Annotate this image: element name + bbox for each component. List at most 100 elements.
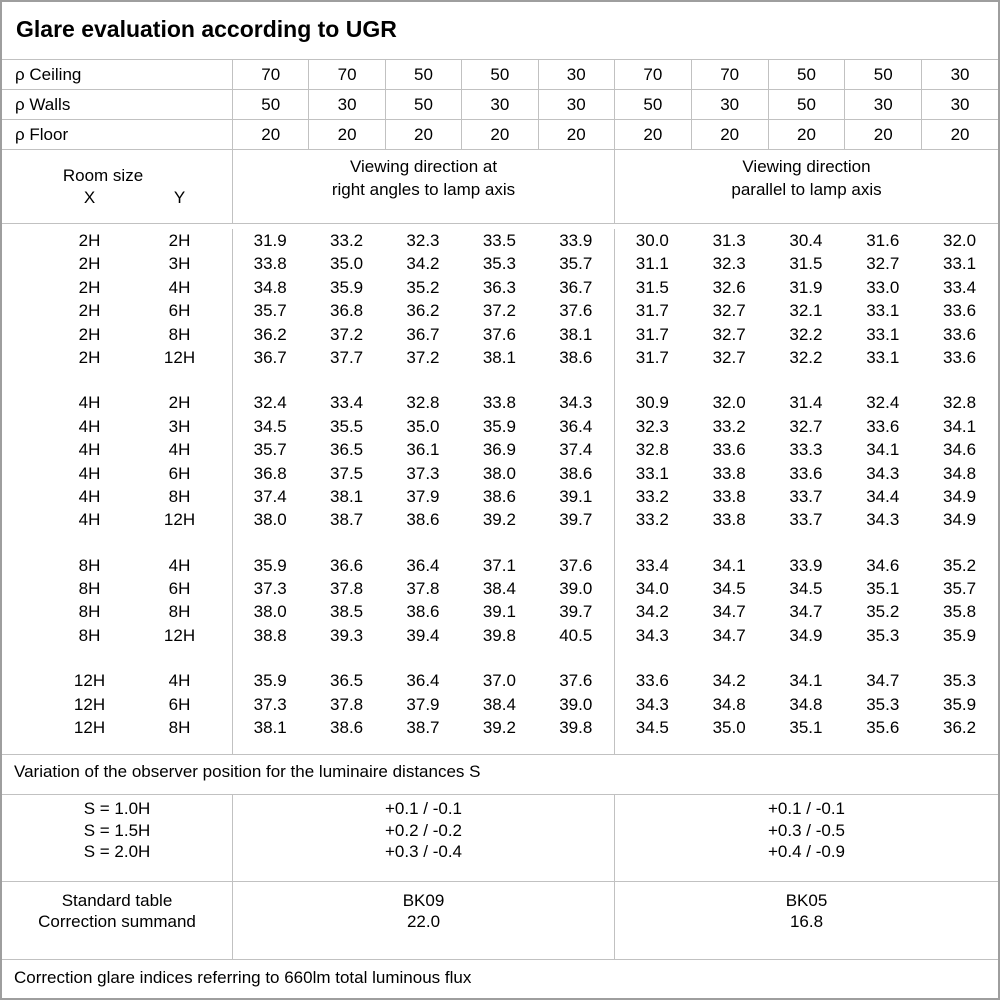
ugr-value-parallel-cell: 32.3 [712, 254, 746, 274]
room-y-cell: 3H [168, 416, 191, 436]
room-x-cell: 2H [78, 231, 101, 250]
footer-note: Correction glare indices referring to 66… [14, 968, 472, 987]
room-y-cell: 12H [163, 510, 196, 530]
ugr-table-row: 4H 4H 35.7 36.5 36.1 36.9 37.4 32.8 33.6 33.3 34.1… [2, 438, 998, 461]
spacer [207, 600, 232, 623]
ugr-value-right-angles-cell: 37.1 [482, 555, 516, 575]
ugr-value-right-angles-cell: 40.5 [559, 625, 593, 645]
ugr-value-right-angles-cell: 34.8 [253, 277, 287, 297]
spacing-labels: S = 1.0H S = 1.5H S = 2.0H [2, 795, 232, 881]
ugr-value-parallel-cell: 33.9 [789, 555, 823, 575]
reflectance-value-cell: 20 [767, 120, 845, 149]
ugr-value-right-angles-cell: 39.7 [559, 602, 593, 622]
spacer [207, 624, 232, 647]
ugr-value-parallel-cell: 31.1 [635, 254, 669, 274]
spacer [207, 252, 232, 275]
reflectance-value-cell: 30 [537, 60, 614, 89]
viewing-right-angles-line2: right angles to lamp axis [331, 180, 516, 199]
ugr-value-parallel-cell: 31.9 [789, 277, 823, 297]
ugr-value-parallel-cell: 30.9 [635, 393, 669, 413]
ugr-value-right-angles-cell: 38.5 [330, 602, 364, 622]
ugr-value-right-angles-cell: 39.0 [559, 579, 593, 599]
ugr-values-area: 2H 2H 31.9 33.2 32.3 33.5 33.9 30.0 31.3 30.4 31.6… [2, 229, 998, 755]
spacer [2, 577, 27, 600]
room-x-cell: 2H [78, 347, 101, 367]
ugr-value-parallel-cell: 33.7 [789, 510, 823, 530]
spacer [207, 415, 232, 438]
ugr-value-right-angles-cell: 35.7 [253, 440, 287, 460]
s-row-label: S = 1.5H [83, 820, 151, 840]
spacer [2, 276, 27, 299]
ugr-value-parallel-cell: 33.8 [712, 463, 746, 483]
ugr-value-right-angles-cell: 39.8 [482, 625, 516, 645]
room-x-cell: 2H [78, 277, 101, 297]
ugr-value-parallel-cell: 30.0 [635, 231, 669, 250]
ugr-value-parallel-cell: 33.4 [942, 277, 977, 297]
ugr-table-row: 8H 8H 38.0 38.5 38.6 39.1 39.7 34.2 34.7 34.7 35.2… [2, 600, 998, 623]
ugr-value-right-angles-cell: 35.5 [330, 416, 364, 436]
ugr-value-right-angles-cell: 38.6 [559, 347, 593, 367]
ugr-value-parallel-cell: 33.3 [789, 440, 823, 460]
room-y-cell: 8H [168, 718, 191, 738]
spacer [2, 716, 27, 739]
ugr-value-right-angles-cell: 36.2 [406, 301, 440, 321]
ugr-value-parallel-cell: 35.2 [942, 555, 977, 575]
ugr-value-right-angles-cell: 38.6 [330, 718, 364, 738]
ugr-value-right-angles-cell: 35.3 [482, 254, 516, 274]
spacer [2, 391, 27, 414]
ugr-value-parallel-cell: 34.8 [942, 463, 977, 483]
ugr-value-parallel-cell: 33.1 [866, 347, 900, 367]
ugr-value-parallel-cell: 35.7 [942, 579, 977, 599]
reflectance-value-cell: 30 [921, 60, 998, 89]
ugr-value-parallel-cell: 35.9 [942, 694, 977, 714]
ugr-value-right-angles-cell: 38.6 [406, 602, 440, 622]
room-y-cell: 12H [163, 347, 196, 367]
ugr-value-right-angles-cell: 36.5 [330, 671, 364, 691]
reflectance-row-label: ρ Floor [15, 125, 69, 144]
ugr-table-row: 2H 4H 34.8 35.9 35.2 36.3 36.7 31.5 32.6 31.9 33.0… [2, 276, 998, 299]
spacer [2, 252, 27, 275]
ugr-value-right-angles-cell: 37.4 [253, 486, 287, 506]
room-x-cell: 4H [78, 440, 101, 460]
reflectance-value-cell: 50 [384, 90, 461, 119]
s-row-label: S = 2.0H [83, 842, 151, 861]
ugr-value-parallel-cell: 34.1 [789, 671, 823, 691]
room-y-cell: 6H [168, 463, 191, 483]
ugr-value-right-angles-cell: 37.6 [482, 324, 516, 344]
ugr-value-right-angles-cell: 33.8 [253, 254, 287, 274]
reflectance-value-cell: 70 [232, 60, 308, 89]
spacer [2, 229, 27, 252]
room-x-cell: 12H [73, 671, 106, 691]
ugr-value-right-angles-cell: 37.0 [482, 671, 516, 691]
ugr-value-parallel-cell: 34.7 [712, 625, 746, 645]
ugr-value-parallel-cell: 32.3 [635, 416, 669, 436]
reflectance-value-cell: 50 [613, 90, 691, 119]
ugr-value-parallel-cell: 34.2 [712, 671, 746, 691]
ugr-value-right-angles-cell: 33.9 [559, 231, 593, 250]
spacer [2, 669, 27, 692]
reflectance-row: ρ Floor 20 20 20 20 20 20 20 20 20 20 [2, 120, 998, 150]
room-y-cell: 6H [168, 694, 191, 714]
ugr-value-right-angles-cell: 35.9 [482, 416, 516, 436]
ugr-value-parallel-cell: 30.4 [789, 231, 823, 250]
ugr-row-block: 8H 4H 35.9 36.6 36.4 37.1 37.6 33.4 34.1 33.9 34.6… [2, 554, 998, 648]
spacer [2, 624, 27, 647]
ugr-value-parallel-cell: 33.4 [635, 555, 669, 575]
ugr-value-right-angles-cell: 36.4 [406, 555, 440, 575]
variation-note: Variation of the observer position for t… [2, 755, 998, 795]
room-y-cell: 6H [168, 579, 191, 599]
xy-label-line: X Y [2, 187, 232, 209]
spacer [2, 693, 27, 716]
ugr-value-parallel-cell: 34.7 [866, 671, 900, 691]
ugr-value-right-angles-cell: 37.2 [330, 324, 364, 344]
ugr-value-parallel-cell: 34.0 [635, 579, 669, 599]
correction-summand-parallel: 16.8 [789, 912, 824, 931]
ugr-value-right-angles-cell: 39.8 [559, 718, 593, 738]
ugr-value-right-angles-cell: 37.6 [559, 301, 593, 321]
page-title: Glare evaluation according to UGR [16, 16, 397, 42]
ugr-value-parallel-cell: 33.8 [712, 510, 746, 530]
spacer [207, 346, 232, 369]
room-x-cell: 4H [78, 510, 101, 530]
room-x-cell: 8H [78, 555, 101, 575]
